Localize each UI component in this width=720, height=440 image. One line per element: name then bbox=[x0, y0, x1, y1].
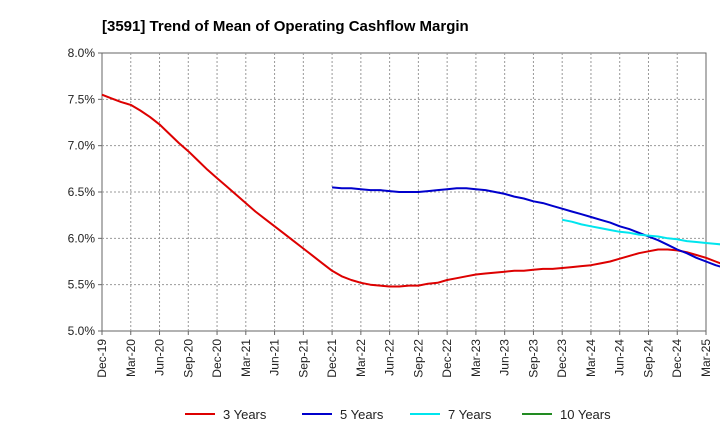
x-tick-label: Mar-23 bbox=[469, 339, 483, 377]
x-tick-label: Jun-22 bbox=[383, 339, 397, 376]
y-tick-label: 7.5% bbox=[68, 92, 96, 106]
y-tick-label: 7.0% bbox=[68, 139, 96, 153]
series-line-7-years bbox=[562, 218, 720, 246]
x-tick-label: Jun-23 bbox=[498, 339, 512, 376]
legend-label: 3 Years bbox=[223, 407, 267, 422]
x-tick-label: Dec-24 bbox=[670, 339, 684, 378]
x-tick-label: Jun-21 bbox=[268, 339, 282, 376]
x-tick-label: Dec-23 bbox=[555, 339, 569, 378]
legend-label: 7 Years bbox=[448, 407, 492, 422]
x-tick-label: Sep-23 bbox=[526, 339, 540, 378]
x-tick-label: Dec-21 bbox=[325, 339, 339, 378]
x-tick-label: Mar-21 bbox=[239, 339, 253, 377]
x-tick-label: Sep-24 bbox=[641, 339, 655, 378]
x-tick-label: Mar-24 bbox=[584, 339, 598, 377]
y-tick-label: 8.0% bbox=[68, 46, 96, 60]
y-tick-label: 5.0% bbox=[68, 324, 96, 338]
x-tick-label: Dec-22 bbox=[440, 339, 454, 378]
legend-label: 10 Years bbox=[560, 407, 611, 422]
y-tick-label: 6.5% bbox=[68, 185, 96, 199]
legend-label: 5 Years bbox=[340, 407, 384, 422]
x-tick-label: Sep-22 bbox=[411, 339, 425, 378]
y-tick-label: 6.0% bbox=[68, 231, 96, 245]
x-tick-label: Dec-19 bbox=[95, 339, 109, 378]
x-tick-label: Jun-20 bbox=[153, 339, 167, 376]
legend: 3 Years 5 Years 7 Years 10 Years bbox=[185, 407, 611, 422]
x-axis: Dec-19 Mar-20 Jun-20 Sep-20 Dec-20 Mar-21 Jun-… bbox=[95, 331, 713, 378]
series-line-5-years bbox=[332, 186, 720, 268]
x-tick-label: Mar-20 bbox=[124, 339, 138, 377]
y-axis: 5.0% 5.5% 6.0% 6.5% 7.0% 7.5% 8.0% bbox=[68, 46, 102, 338]
x-tick-label: Mar-25 bbox=[699, 339, 713, 377]
x-tick-label: Sep-21 bbox=[296, 339, 310, 378]
series-lines bbox=[101, 93, 720, 288]
chart-title: [3591] Trend of Mean of Operating Cashfl… bbox=[102, 18, 469, 35]
x-tick-label: Dec-20 bbox=[210, 339, 224, 378]
x-tick-label: Mar-22 bbox=[354, 339, 368, 377]
x-tick-label: Sep-20 bbox=[181, 339, 195, 378]
x-tick-label: Jun-24 bbox=[613, 339, 627, 376]
y-tick-label: 5.5% bbox=[68, 278, 96, 292]
series-line-3-years bbox=[101, 93, 720, 288]
